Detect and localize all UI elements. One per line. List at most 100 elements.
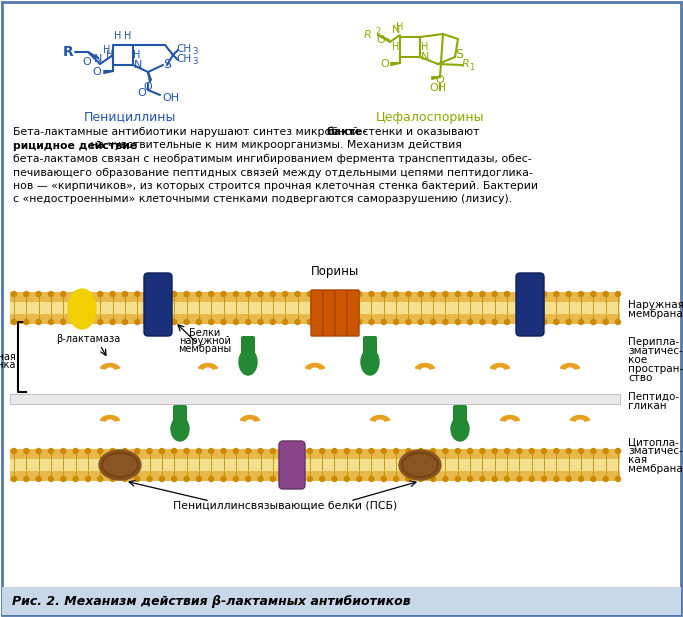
- Ellipse shape: [505, 291, 510, 297]
- Ellipse shape: [566, 291, 571, 297]
- Ellipse shape: [197, 320, 201, 325]
- Text: O: O: [436, 75, 445, 85]
- Ellipse shape: [456, 320, 460, 325]
- Ellipse shape: [122, 320, 128, 325]
- Ellipse shape: [456, 449, 460, 453]
- Text: H: H: [124, 31, 132, 41]
- Text: Рис. 2. Механизм действия β-лактамных антибиотиков: Рис. 2. Механизм действия β-лактамных ан…: [12, 595, 410, 608]
- Ellipse shape: [85, 476, 90, 481]
- Text: простран-: простран-: [628, 364, 683, 374]
- Ellipse shape: [110, 476, 115, 481]
- Ellipse shape: [480, 476, 485, 481]
- Ellipse shape: [554, 291, 559, 297]
- Ellipse shape: [307, 320, 312, 325]
- Ellipse shape: [234, 291, 238, 297]
- FancyBboxPatch shape: [144, 273, 172, 336]
- Ellipse shape: [505, 449, 510, 453]
- Ellipse shape: [517, 320, 522, 325]
- Ellipse shape: [12, 476, 16, 481]
- Ellipse shape: [591, 320, 596, 325]
- Ellipse shape: [171, 476, 177, 481]
- Ellipse shape: [246, 320, 251, 325]
- Text: Пенициллинсвязывающие белки (ПСБ): Пенициллинсвязывающие белки (ПСБ): [173, 500, 397, 510]
- Text: Пептидо-: Пептидо-: [628, 392, 679, 402]
- Ellipse shape: [48, 476, 53, 481]
- Ellipse shape: [98, 291, 102, 297]
- Ellipse shape: [542, 476, 546, 481]
- FancyBboxPatch shape: [2, 587, 681, 615]
- FancyBboxPatch shape: [347, 290, 359, 336]
- Ellipse shape: [159, 449, 165, 453]
- Text: печивающего образование пептидных связей между отдельными цепями пептидоглика-: печивающего образование пептидных связей…: [13, 167, 533, 178]
- Ellipse shape: [159, 320, 165, 325]
- Ellipse shape: [147, 449, 152, 453]
- Ellipse shape: [36, 291, 41, 297]
- Polygon shape: [490, 363, 510, 369]
- Ellipse shape: [529, 291, 534, 297]
- Ellipse shape: [234, 320, 238, 325]
- Ellipse shape: [468, 291, 473, 297]
- Text: Пенициллины: Пенициллины: [84, 110, 176, 123]
- Text: R: R: [462, 59, 470, 69]
- Ellipse shape: [579, 449, 583, 453]
- Ellipse shape: [456, 291, 460, 297]
- Ellipse shape: [603, 476, 608, 481]
- Ellipse shape: [406, 320, 411, 325]
- Text: 3: 3: [192, 57, 197, 67]
- Ellipse shape: [110, 320, 115, 325]
- Ellipse shape: [270, 320, 275, 325]
- Ellipse shape: [122, 476, 128, 481]
- Ellipse shape: [221, 476, 226, 481]
- Ellipse shape: [615, 320, 620, 325]
- Ellipse shape: [147, 476, 152, 481]
- Ellipse shape: [505, 476, 510, 481]
- FancyBboxPatch shape: [10, 449, 620, 459]
- FancyBboxPatch shape: [10, 292, 620, 302]
- FancyBboxPatch shape: [10, 404, 620, 449]
- Ellipse shape: [492, 291, 497, 297]
- Text: O: O: [376, 35, 385, 45]
- Ellipse shape: [615, 476, 620, 481]
- Ellipse shape: [221, 449, 226, 453]
- Ellipse shape: [430, 476, 436, 481]
- Ellipse shape: [68, 289, 96, 329]
- Text: H: H: [391, 42, 399, 52]
- FancyBboxPatch shape: [323, 290, 335, 336]
- Ellipse shape: [270, 449, 275, 453]
- Ellipse shape: [492, 449, 497, 453]
- Ellipse shape: [393, 320, 399, 325]
- Ellipse shape: [12, 291, 16, 297]
- Ellipse shape: [135, 476, 140, 481]
- FancyBboxPatch shape: [453, 405, 467, 421]
- Ellipse shape: [566, 476, 571, 481]
- Ellipse shape: [430, 449, 436, 453]
- Ellipse shape: [542, 449, 546, 453]
- Ellipse shape: [443, 320, 448, 325]
- Ellipse shape: [61, 291, 66, 297]
- Ellipse shape: [98, 320, 102, 325]
- Text: ство: ство: [628, 373, 652, 383]
- Ellipse shape: [615, 449, 620, 453]
- Ellipse shape: [399, 450, 441, 480]
- FancyBboxPatch shape: [311, 290, 323, 336]
- Ellipse shape: [529, 449, 534, 453]
- Ellipse shape: [517, 476, 522, 481]
- Ellipse shape: [61, 449, 66, 453]
- Text: кая: кая: [628, 455, 647, 465]
- Ellipse shape: [283, 476, 288, 481]
- Ellipse shape: [554, 449, 559, 453]
- Ellipse shape: [406, 291, 411, 297]
- Ellipse shape: [221, 291, 226, 297]
- Polygon shape: [415, 363, 434, 369]
- Ellipse shape: [307, 449, 312, 453]
- Ellipse shape: [184, 291, 189, 297]
- Ellipse shape: [258, 476, 263, 481]
- Ellipse shape: [24, 449, 29, 453]
- Ellipse shape: [110, 449, 115, 453]
- Ellipse shape: [98, 449, 102, 453]
- Ellipse shape: [369, 476, 374, 481]
- Ellipse shape: [36, 449, 41, 453]
- Ellipse shape: [517, 449, 522, 453]
- Ellipse shape: [36, 320, 41, 325]
- Ellipse shape: [258, 320, 263, 325]
